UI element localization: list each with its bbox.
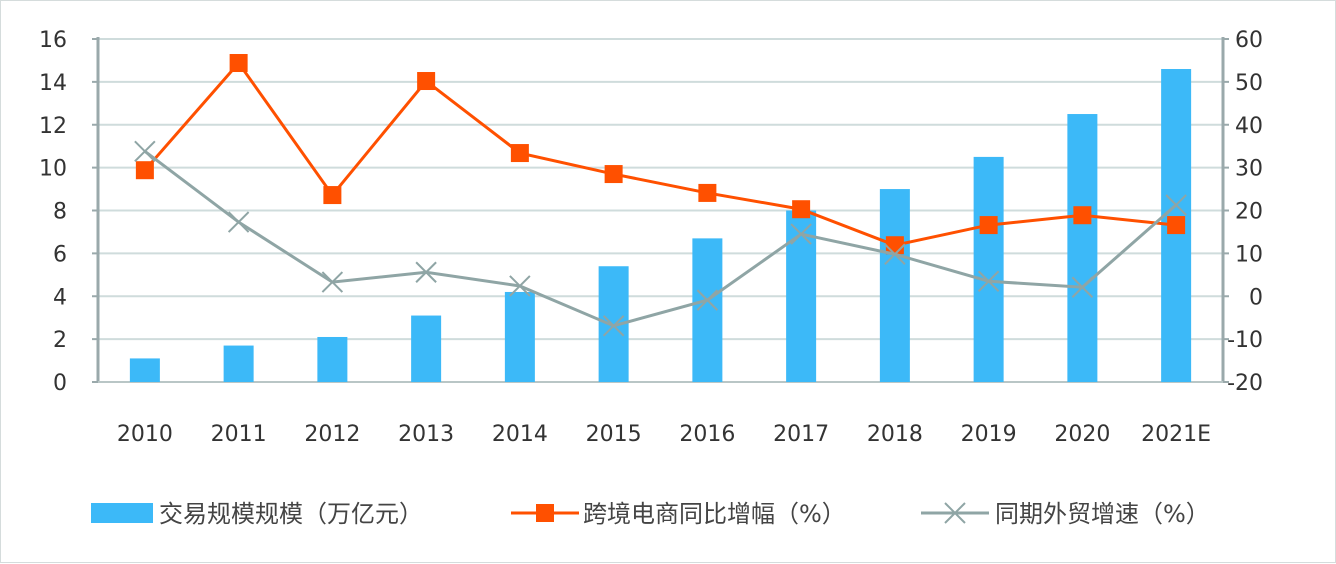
x-marker bbox=[134, 140, 156, 163]
legend-label: 交易规模规模（万亿元） bbox=[159, 500, 423, 528]
line-series-2 bbox=[143, 150, 1178, 328]
left-tick-label: 6 bbox=[53, 242, 67, 267]
bar-2017 bbox=[786, 210, 817, 382]
bar-2010 bbox=[129, 358, 160, 382]
left-tick-label: 10 bbox=[39, 157, 67, 182]
line-series-1 bbox=[143, 60, 1177, 247]
x-marker bbox=[696, 289, 719, 311]
right-tick-label: 10 bbox=[1235, 242, 1263, 267]
right-tick-label: 30 bbox=[1235, 157, 1263, 182]
x-tick-label: 2020 bbox=[1054, 422, 1110, 447]
right-tick-label: -10 bbox=[1227, 328, 1263, 353]
x-marker bbox=[1165, 194, 1187, 216]
x-tick-label: 2021E bbox=[1141, 422, 1211, 447]
x-marker bbox=[884, 243, 906, 265]
legend-label: 同期外贸增速（%） bbox=[995, 500, 1210, 528]
bar-2011 bbox=[223, 345, 254, 382]
right-tick-label: 20 bbox=[1235, 200, 1263, 225]
square-marker bbox=[229, 54, 248, 73]
legend-x-marker bbox=[944, 502, 966, 524]
x-tick-label: 2016 bbox=[679, 422, 735, 447]
x-marker bbox=[227, 211, 250, 233]
square-marker bbox=[979, 216, 998, 235]
right-tick-label: -20 bbox=[1227, 371, 1263, 396]
bar-2020 bbox=[1067, 114, 1098, 382]
bar-2019 bbox=[973, 156, 1004, 382]
x-tick-label: 2010 bbox=[117, 422, 173, 447]
right-tick-label: 40 bbox=[1235, 114, 1263, 139]
left-tick-label: 4 bbox=[53, 285, 67, 310]
x-tick-label: 2015 bbox=[586, 422, 642, 447]
bar-2012 bbox=[317, 336, 348, 382]
square-marker bbox=[510, 144, 529, 163]
left-tick-label: 16 bbox=[39, 28, 67, 53]
x-tick-label: 2014 bbox=[492, 422, 548, 447]
square-marker bbox=[1073, 206, 1092, 225]
bar-2013 bbox=[411, 315, 442, 382]
square-marker bbox=[698, 183, 717, 202]
legend-square-marker bbox=[536, 504, 554, 522]
x-marker bbox=[977, 270, 1000, 292]
x-tick-label: 2017 bbox=[773, 422, 829, 447]
bar-2018 bbox=[879, 189, 910, 382]
left-tick-label: 0 bbox=[53, 371, 67, 396]
x-marker bbox=[509, 275, 531, 297]
left-tick-label: 2 bbox=[53, 328, 67, 353]
square-marker bbox=[135, 161, 154, 180]
left-tick-label: 8 bbox=[53, 200, 67, 225]
right-tick-label: 0 bbox=[1249, 285, 1263, 310]
x-tick-label: 2011 bbox=[211, 422, 267, 447]
x-tick-label: 2012 bbox=[304, 422, 360, 447]
left-tick-label: 14 bbox=[39, 71, 67, 96]
x-marker bbox=[1071, 276, 1094, 298]
x-marker bbox=[415, 261, 437, 283]
x-tick-label: 2018 bbox=[867, 422, 923, 447]
x-marker bbox=[790, 223, 812, 245]
x-tick-label: 2019 bbox=[961, 422, 1017, 447]
square-marker bbox=[323, 186, 342, 205]
left-tick-label: 12 bbox=[39, 114, 67, 139]
bar-2014 bbox=[504, 291, 535, 382]
right-tick-label: 50 bbox=[1235, 71, 1263, 96]
legend-swatch-bar bbox=[91, 503, 153, 523]
x-marker bbox=[321, 271, 344, 293]
x-tick-label: 2013 bbox=[398, 422, 454, 447]
legend-label: 跨境电商同比增幅（%） bbox=[583, 500, 846, 528]
bar-2016 bbox=[692, 238, 723, 382]
right-tick-label: 60 bbox=[1235, 28, 1263, 53]
square-marker bbox=[1167, 216, 1186, 235]
square-marker bbox=[417, 72, 436, 91]
square-marker bbox=[604, 165, 623, 184]
x-marker bbox=[602, 315, 625, 337]
square-marker bbox=[792, 200, 811, 219]
